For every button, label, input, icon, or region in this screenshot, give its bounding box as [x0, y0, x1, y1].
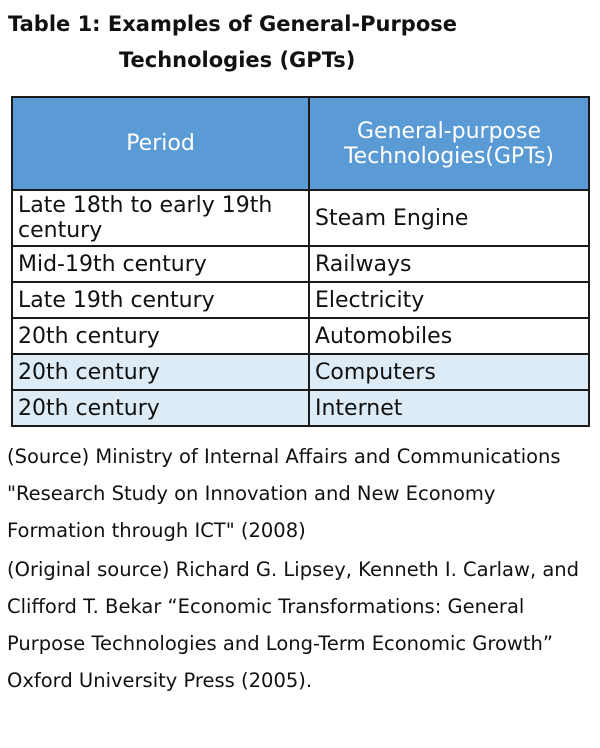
cell-period: 20th century [11, 353, 310, 391]
cell-technology: Computers [308, 353, 590, 391]
cell-technology: Internet [308, 389, 590, 427]
table-row: Mid-19th century Railways [11, 245, 590, 283]
table-header-row: Period General-purpose Technologies(GPTs… [11, 96, 590, 191]
cell-technology: Railways [308, 245, 590, 283]
cell-period: Late 19th century [11, 281, 310, 319]
cell-period: 20th century [11, 317, 310, 355]
table-row-highlighted: 20th century Internet [11, 389, 590, 427]
table-row: 20th century Automobiles [11, 317, 590, 355]
table-title-line-2: Technologies (GPTs) [119, 48, 356, 72]
table-row: Late 19th century Electricity [11, 281, 590, 319]
cell-period: Late 18th to early 19th century [11, 189, 310, 247]
table-notes: (Source) Ministry of Internal Affairs an… [7, 438, 599, 701]
table-row-highlighted: 20th century Computers [11, 353, 590, 391]
original-source-note: (Original source) Richard G. Lipsey, Ken… [7, 558, 580, 692]
source-note: (Source) Ministry of Internal Affairs an… [7, 445, 561, 542]
table-title: Table 1: Examples of General-Purpose Tec… [8, 6, 598, 78]
header-gpts: General-purpose Technologies(GPTs) [308, 96, 590, 191]
header-period: Period [11, 96, 310, 191]
cell-technology: Electricity [308, 281, 590, 319]
cell-period: Mid-19th century [11, 245, 310, 283]
table-title-line-1: Table 1: Examples of General-Purpose [8, 12, 458, 36]
cell-technology: Steam Engine [308, 189, 590, 247]
cell-period: 20th century [11, 389, 310, 427]
gpt-table: Period General-purpose Technologies(GPTs… [11, 96, 590, 427]
cell-technology: Automobiles [308, 317, 590, 355]
table-row: Late 18th to early 19th century Steam En… [11, 189, 590, 247]
